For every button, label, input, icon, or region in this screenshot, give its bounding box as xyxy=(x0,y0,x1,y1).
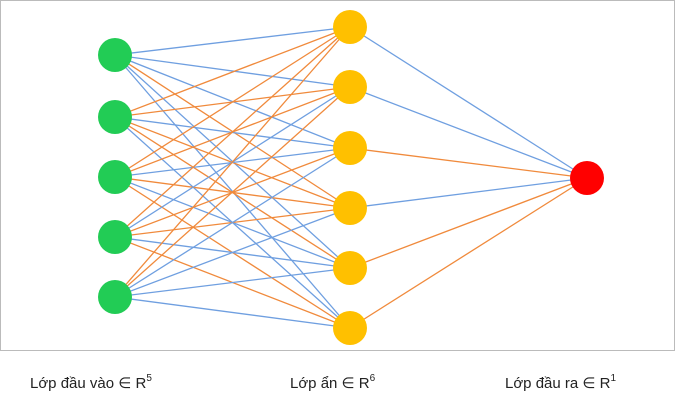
edge xyxy=(349,177,588,269)
edge xyxy=(114,207,351,298)
nodes xyxy=(98,10,604,345)
edge xyxy=(114,267,351,298)
edge xyxy=(114,54,351,88)
label-text: Lớp đầu vào ∈ R xyxy=(30,375,146,392)
edge xyxy=(114,296,351,329)
hidden-node xyxy=(333,311,367,345)
input-node xyxy=(98,220,132,254)
edge xyxy=(114,26,351,56)
edge xyxy=(349,86,588,179)
hidden-node xyxy=(333,131,367,165)
edge xyxy=(114,147,351,298)
hidden-node xyxy=(333,70,367,104)
input-node xyxy=(98,280,132,314)
hidden-node xyxy=(333,191,367,225)
hidden-layer-label: Lớp ẩn ∈ R6 xyxy=(290,373,376,392)
edge xyxy=(114,26,351,238)
label-sup: 1 xyxy=(610,373,616,384)
edge xyxy=(114,26,351,118)
input-node xyxy=(98,160,132,194)
label-text: Lớp đầu ra ∈ R xyxy=(505,375,611,392)
edge xyxy=(349,177,588,329)
label-text: Lớp ẩn ∈ R xyxy=(290,375,370,392)
edge xyxy=(349,177,588,209)
hidden-node xyxy=(333,251,367,285)
output-node xyxy=(570,161,604,195)
input-node xyxy=(98,100,132,134)
edge xyxy=(114,86,351,298)
hidden-node xyxy=(333,10,367,44)
input-layer-label: Lớp đầu vào ∈ R5 xyxy=(30,373,152,392)
edge xyxy=(114,26,351,298)
output-layer-label: Lớp đầu ra ∈ R1 xyxy=(505,373,616,392)
input-node xyxy=(98,38,132,72)
edge xyxy=(349,147,588,179)
label-sup: 6 xyxy=(370,373,376,384)
edge xyxy=(114,26,351,178)
edges xyxy=(114,26,588,329)
label-sup: 5 xyxy=(146,373,152,384)
edge xyxy=(349,26,588,179)
